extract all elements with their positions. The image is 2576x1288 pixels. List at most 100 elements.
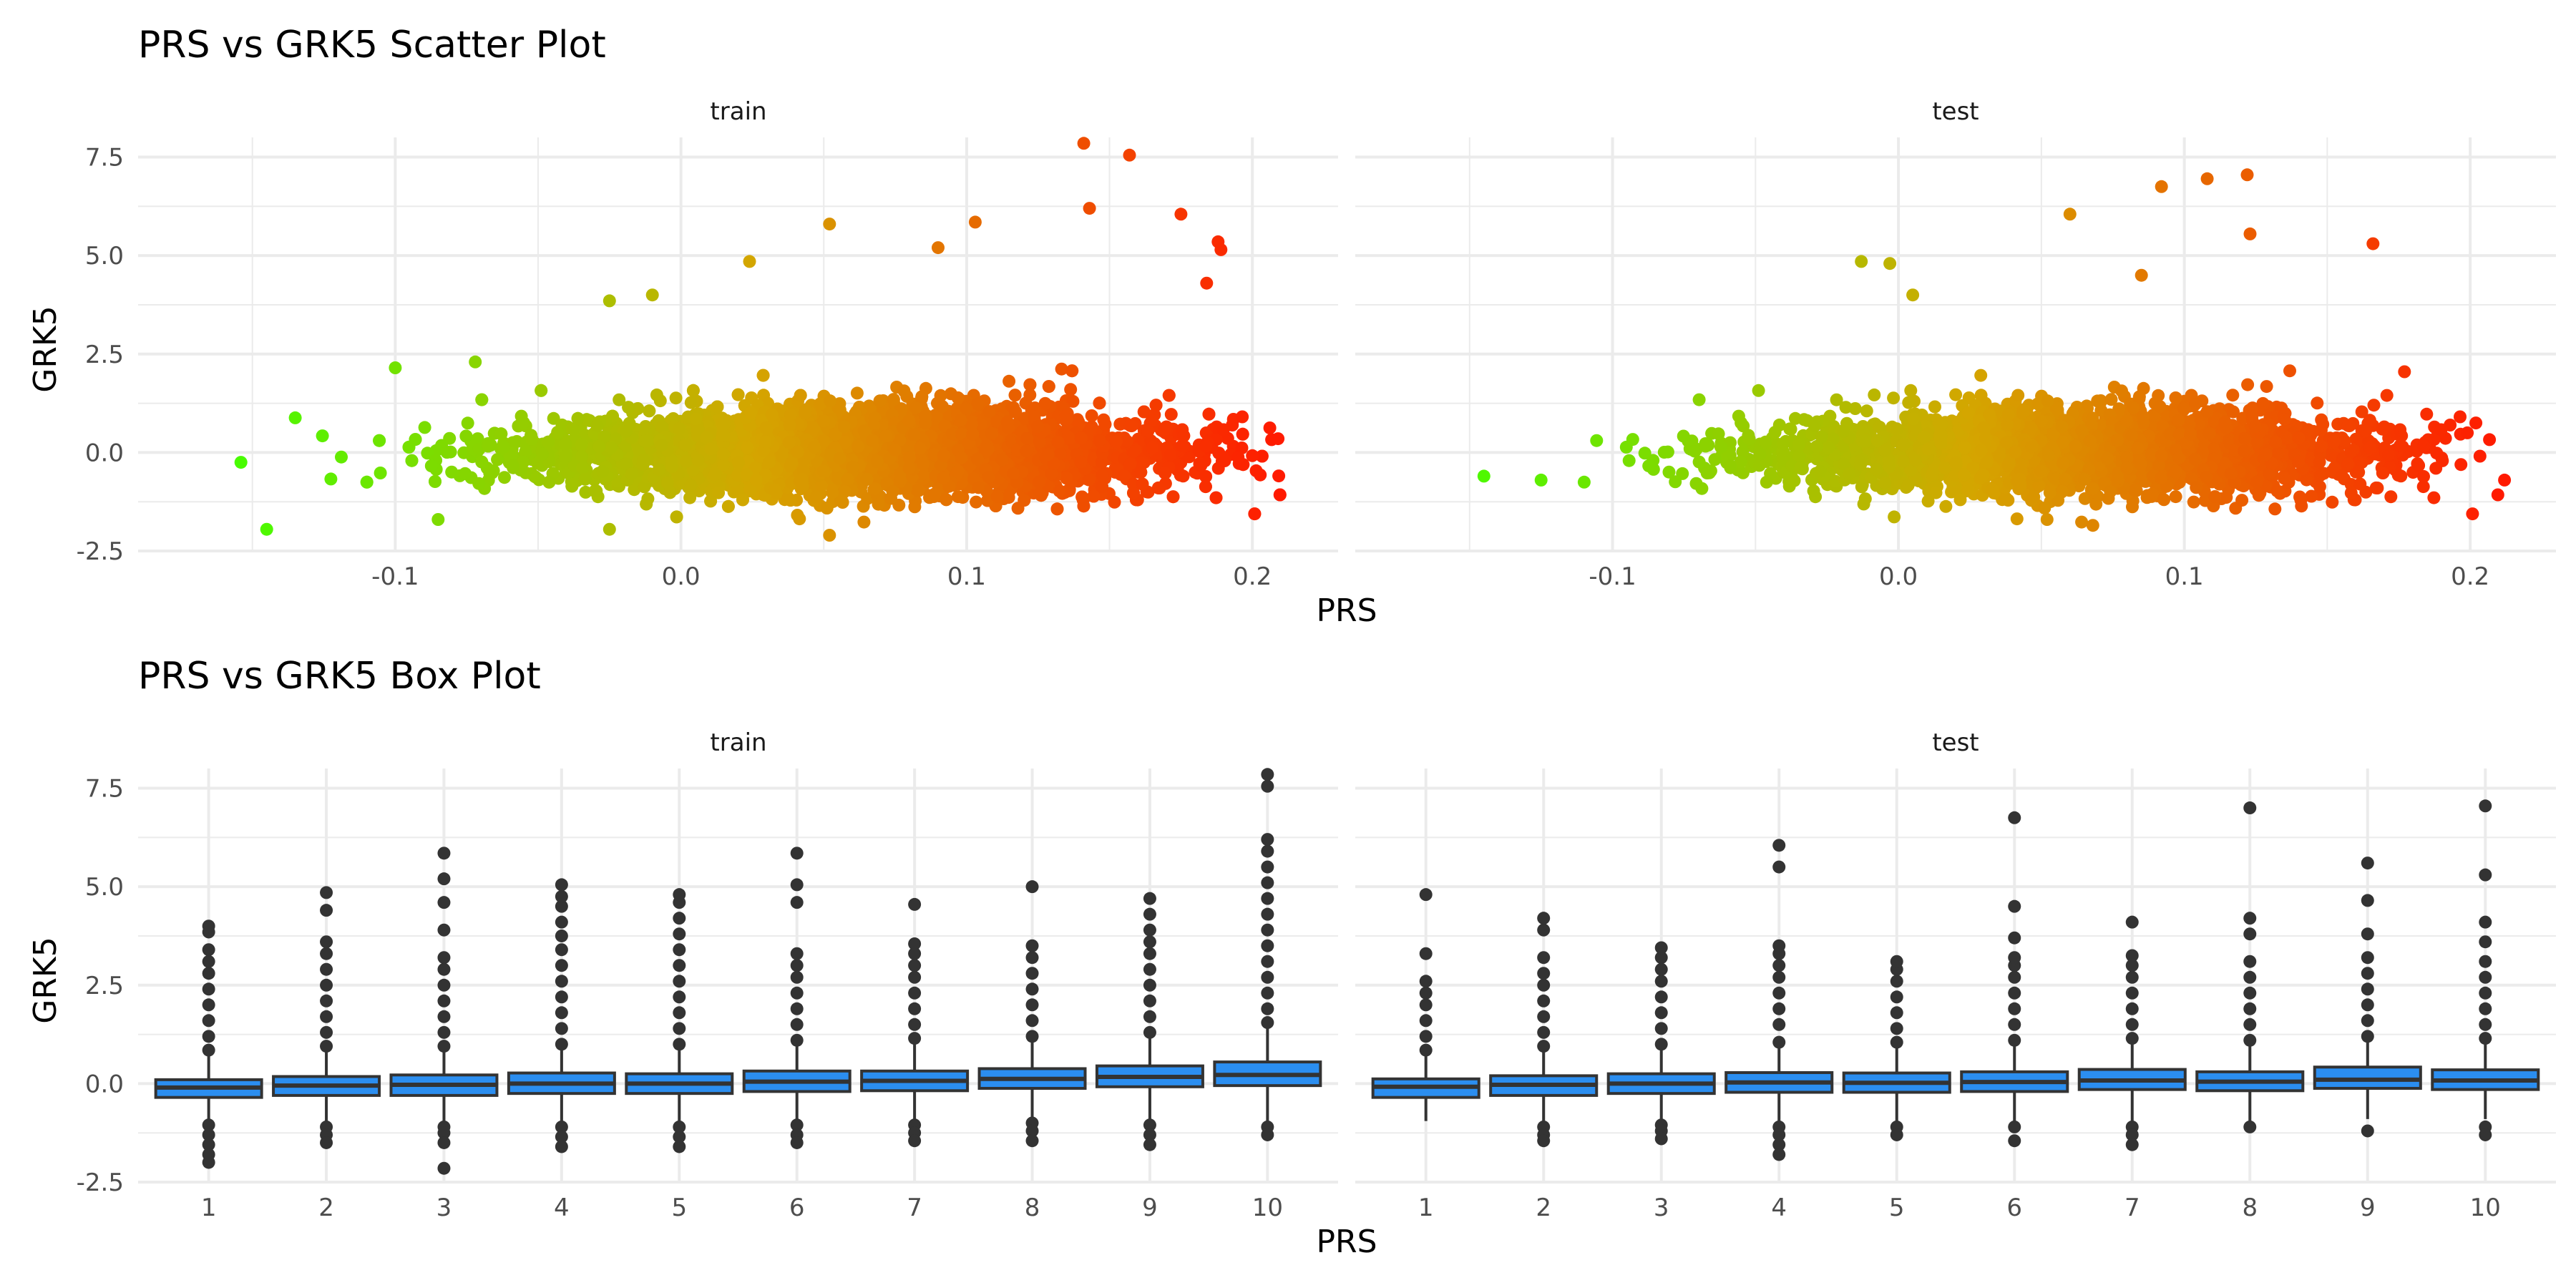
scatter-point xyxy=(669,391,683,405)
scatter-point xyxy=(542,475,556,489)
scatter-point xyxy=(643,404,656,418)
scatter-x-axis-title: PRS xyxy=(1316,592,1377,629)
scatter-point xyxy=(506,459,519,473)
scatter-point xyxy=(1042,380,1055,394)
scatter-point xyxy=(475,393,489,406)
scatter-point xyxy=(756,369,770,382)
scatter-point xyxy=(857,515,871,529)
scatter-facet-train-label: train xyxy=(710,97,766,126)
scatter-y-tick-label: -2.5 xyxy=(77,537,124,566)
scatter-point xyxy=(1164,408,1178,421)
scatter-point xyxy=(445,465,459,479)
scatter-point xyxy=(1066,394,1080,408)
scatter-point xyxy=(576,462,590,475)
scatter-point xyxy=(525,432,539,446)
scatter-point xyxy=(721,499,735,513)
scatter-point xyxy=(542,435,555,449)
scatter-point xyxy=(887,393,900,406)
scatter-point xyxy=(1033,475,1045,489)
scatter-point xyxy=(872,497,885,511)
scatter-point xyxy=(1263,421,1277,434)
scatter-point xyxy=(1096,469,1109,482)
scatter-point xyxy=(806,420,819,434)
scatter-point xyxy=(374,467,387,479)
scatter-point xyxy=(689,412,703,426)
scatter-point xyxy=(622,401,635,414)
scatter-point xyxy=(1151,481,1165,494)
scatter-point xyxy=(641,434,655,447)
scatter-point xyxy=(1023,378,1037,391)
scatter-point xyxy=(1199,480,1212,494)
scatter-point xyxy=(1064,383,1078,396)
scatter-point xyxy=(551,426,565,439)
scatter-point xyxy=(799,406,812,419)
scatter-point xyxy=(1093,396,1106,410)
scatter-point xyxy=(613,393,626,406)
scatter-point xyxy=(498,471,511,484)
scatter-point xyxy=(1023,388,1037,401)
scatter-point xyxy=(1053,484,1066,498)
scatter-y-tick-label: 0.0 xyxy=(85,439,124,467)
scatter-point xyxy=(670,510,683,524)
scatter-point xyxy=(937,449,950,462)
scatter-point xyxy=(1009,405,1023,419)
scatter-point xyxy=(1236,427,1249,441)
scatter-point xyxy=(440,446,454,459)
scatter-point xyxy=(1272,469,1286,483)
scatter-point xyxy=(360,475,374,489)
scatter-point xyxy=(1216,423,1230,436)
scatter-point xyxy=(794,389,807,402)
scatter-point xyxy=(497,440,510,454)
boxplot-y-axis-title: GRK5 xyxy=(27,937,64,1024)
scatter-point xyxy=(1174,469,1187,482)
scatter-point xyxy=(1098,418,1112,431)
scatter-x-tick-label: 0.1 xyxy=(947,562,986,591)
scatter-point xyxy=(1136,477,1149,491)
scatter-point xyxy=(536,447,549,461)
scatter-point xyxy=(1218,454,1231,467)
scatter-point xyxy=(1050,502,1064,516)
scatter-y-tick-label: 7.5 xyxy=(85,144,124,172)
scatter-x-tick-label: 0.0 xyxy=(662,562,701,591)
scatter-point xyxy=(1134,465,1148,479)
scatter-point xyxy=(731,388,745,401)
scatter-point xyxy=(683,491,697,504)
scatter-point xyxy=(1123,419,1137,432)
scatter-point xyxy=(1060,413,1073,426)
scatter-point xyxy=(1146,441,1159,454)
scatter-point xyxy=(1146,414,1158,427)
scatter-point xyxy=(1202,407,1216,421)
scatter-point xyxy=(826,486,839,499)
scatter-point xyxy=(461,416,474,430)
scatter-point xyxy=(1085,409,1098,422)
scatter-point xyxy=(1117,469,1131,482)
scatter-facet-test-label: test xyxy=(1932,97,1979,126)
scatter-point xyxy=(784,494,797,507)
scatter-point xyxy=(793,512,806,526)
scatter-point xyxy=(686,384,700,397)
scatter-point xyxy=(1060,471,1073,484)
scatter-point xyxy=(475,455,489,469)
scatter-point xyxy=(650,388,663,401)
boxplot-title: PRS vs GRK5 Box Plot xyxy=(138,655,541,698)
scatter-point xyxy=(324,472,338,486)
scatter-point xyxy=(1002,374,1016,388)
scatter-point xyxy=(535,384,548,397)
scatter-point xyxy=(951,490,965,504)
scatter-point xyxy=(951,391,965,404)
scatter-point xyxy=(491,453,504,467)
scatter-point xyxy=(908,500,922,514)
scatter-point xyxy=(1038,396,1052,410)
scatter-point xyxy=(1166,490,1180,504)
scatter-point xyxy=(1035,489,1048,502)
scatter-point xyxy=(604,441,618,454)
scatter-point xyxy=(418,421,431,434)
scatter-point xyxy=(483,467,497,479)
scatter-point xyxy=(316,429,329,443)
scatter-point xyxy=(1162,389,1176,402)
scatter-point xyxy=(1082,473,1096,487)
scatter-y-axis-title: GRK5 xyxy=(27,306,64,393)
scatter-title: PRS vs GRK5 Scatter Plot xyxy=(138,24,606,67)
scatter-point xyxy=(919,410,932,424)
